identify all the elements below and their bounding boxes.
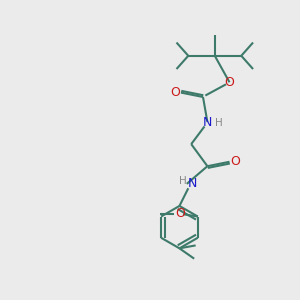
Text: N: N [203, 116, 212, 128]
Text: O: O [225, 76, 234, 89]
Text: N: N [188, 177, 197, 190]
Text: O: O [170, 86, 180, 99]
Text: O: O [175, 207, 185, 220]
Text: H: H [179, 176, 187, 186]
Text: O: O [230, 155, 240, 168]
Text: H: H [215, 118, 223, 128]
